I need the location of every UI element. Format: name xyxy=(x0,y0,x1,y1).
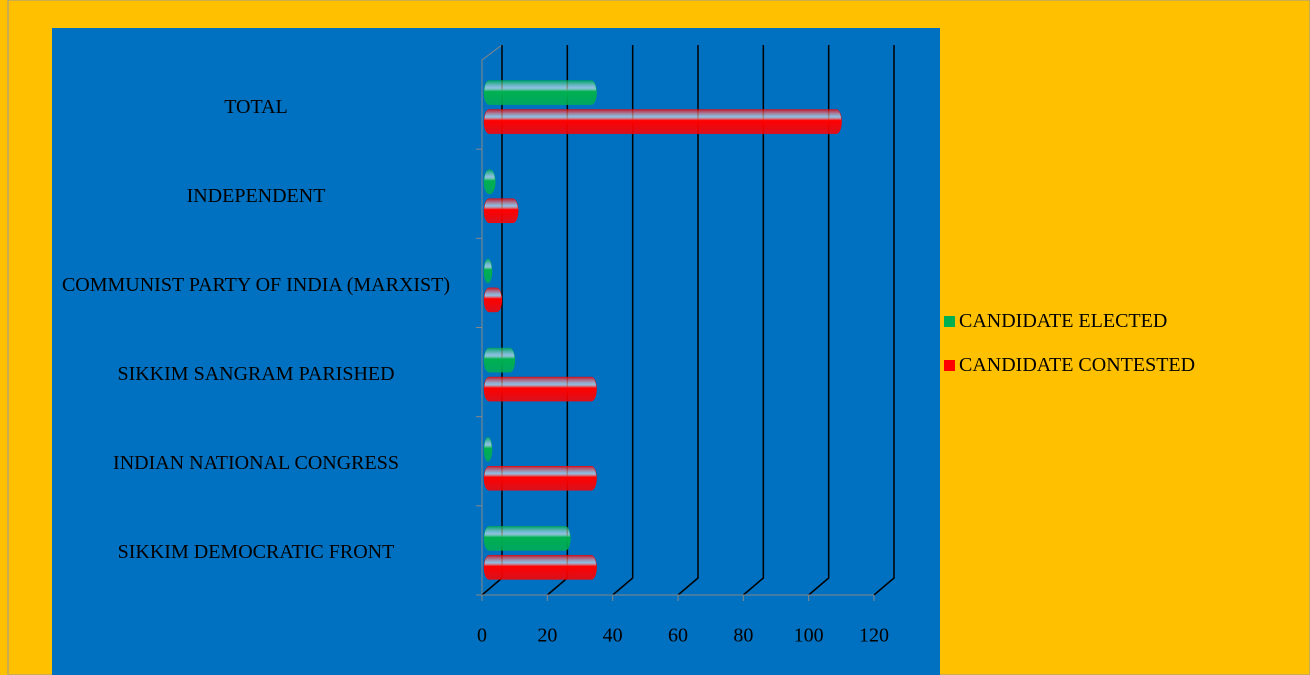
legend-label: CANDIDATE CONTESTED xyxy=(959,354,1196,376)
y-tick-label: INDIAN NATIONAL CONGRESS xyxy=(113,452,399,475)
bar xyxy=(483,198,519,223)
bar xyxy=(483,376,597,402)
bar xyxy=(483,169,496,194)
legend-label: CANDIDATE ELECTED xyxy=(959,310,1168,332)
y-tick-label: INDEPENDENT xyxy=(186,184,326,207)
bar xyxy=(483,526,571,551)
legend-item: CANDIDATE CONTESTED xyxy=(944,354,1195,377)
bar xyxy=(483,555,597,580)
y-tick-label: SIKKIM DEMOCRATIC FRONT xyxy=(117,541,395,564)
bar xyxy=(483,109,842,134)
bar xyxy=(483,80,597,105)
y-tick-label: COMMUNIST PARTY OF INDIA (MARXIST) xyxy=(61,273,451,296)
x-tick-label: 80 xyxy=(733,625,753,647)
x-tick-label: 60 xyxy=(668,625,688,647)
x-tick-label: 0 xyxy=(477,625,487,647)
bar xyxy=(483,347,516,373)
grid-line xyxy=(808,45,830,596)
x-tick-label: 20 xyxy=(537,625,557,647)
x-tick-label: 40 xyxy=(603,625,623,647)
grid-line xyxy=(612,45,634,596)
bar xyxy=(483,287,503,313)
x-tick-label: 120 xyxy=(859,625,889,647)
y-tick-label: TOTAL xyxy=(224,95,288,118)
legend-swatch xyxy=(944,360,955,371)
legend-item: CANDIDATE ELECTED xyxy=(944,310,1167,333)
bar xyxy=(483,466,597,491)
grid-line xyxy=(873,45,895,596)
grid-line xyxy=(677,45,699,596)
y-tick-label: SIKKIM SANGRAM PARISHED xyxy=(117,363,395,386)
legend-swatch xyxy=(944,316,955,327)
x-tick-label: 100 xyxy=(794,625,824,647)
bar xyxy=(483,258,493,284)
grid-line xyxy=(742,45,765,596)
bar xyxy=(483,437,493,462)
